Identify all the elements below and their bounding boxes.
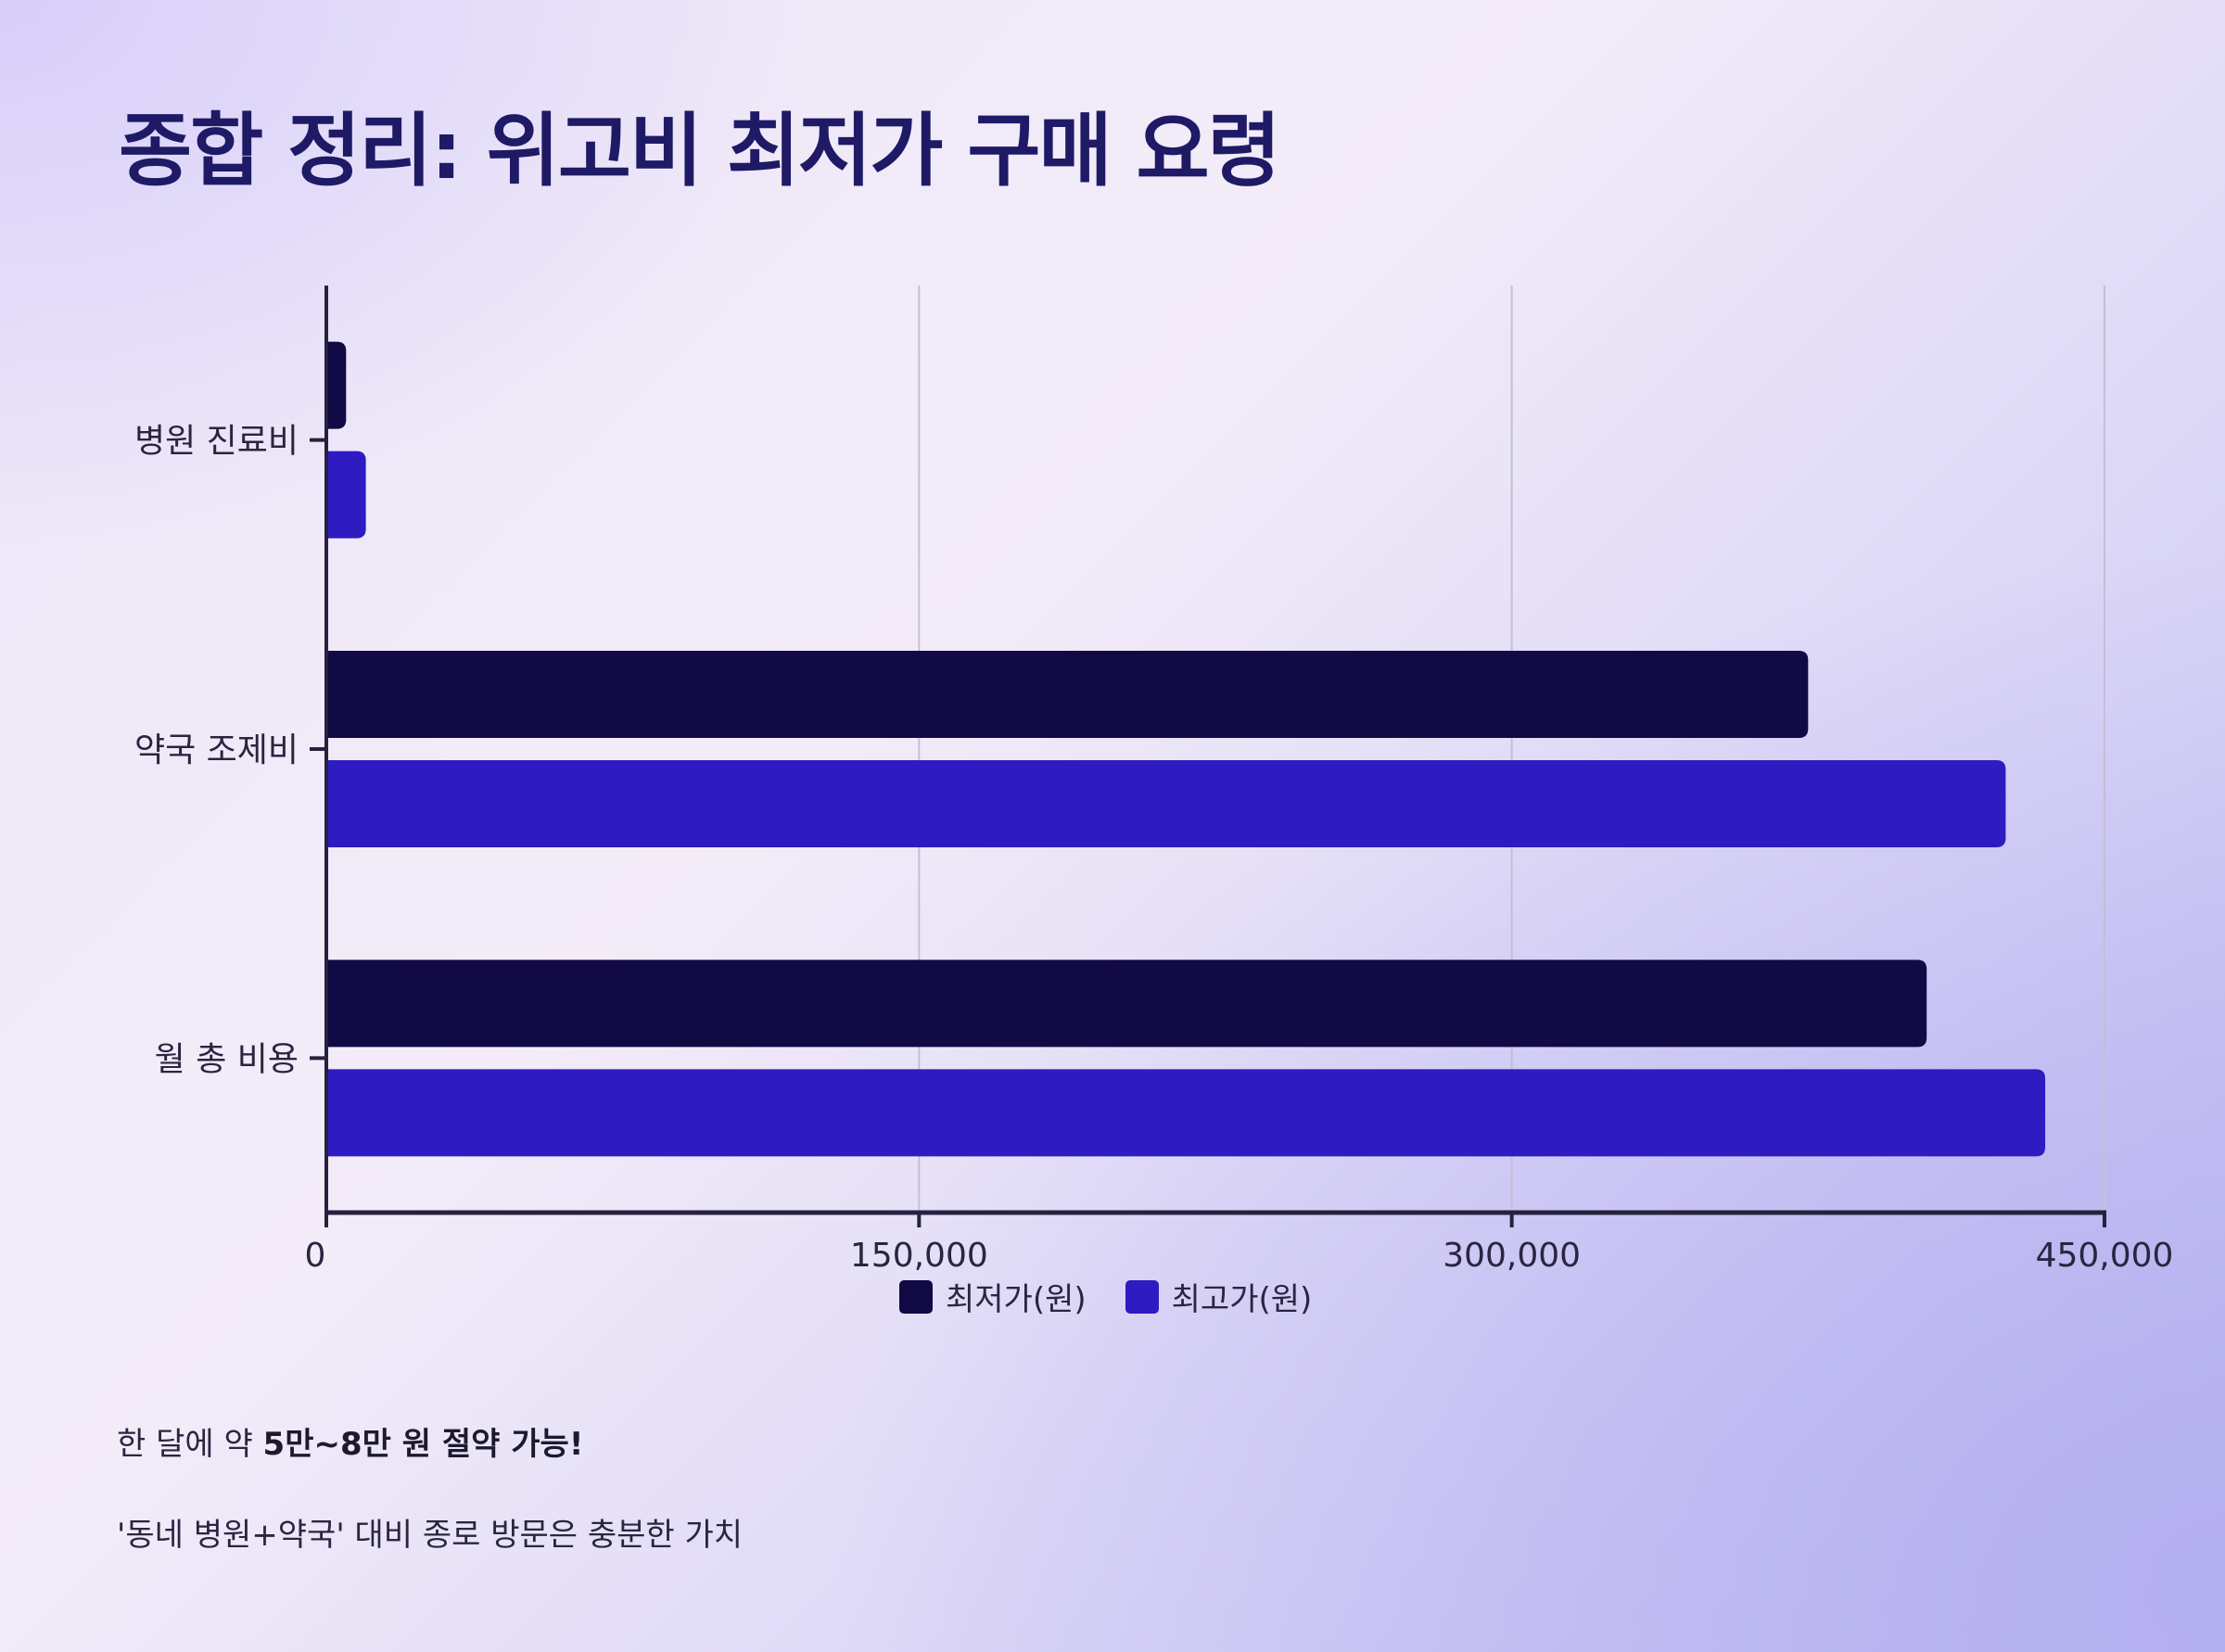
chart-axes — [310, 286, 2106, 1227]
legend-swatch-min — [899, 1279, 933, 1314]
x-tick-label: 150,000 — [850, 1237, 988, 1275]
bar-min-price — [326, 959, 1927, 1048]
x-tick-label: 300,000 — [1443, 1237, 1581, 1275]
category-label: 약국 조제비 — [134, 731, 299, 769]
chart-gridlines — [918, 286, 2105, 1213]
savings-note-prefix: 한 달에 약 — [117, 1426, 263, 1463]
legend-swatch-max — [1125, 1279, 1159, 1314]
savings-note: 한 달에 약 5만~8만 원 절약 가능! — [117, 1418, 583, 1464]
bar-min-price — [326, 341, 347, 429]
legend-label-min: 최저가(원) — [946, 1281, 1087, 1318]
bar-min-price — [326, 651, 1809, 738]
page-title: 종합 정리: 위고비 최저가 구매 요령 — [119, 105, 1281, 197]
savings-note-highlight: 5만~8만 원 절약 가능! — [262, 1426, 584, 1463]
legend-label-max: 최고가(원) — [1171, 1281, 1313, 1318]
x-tick-label: 450,000 — [2036, 1237, 2174, 1275]
category-label: 병원 진료비 — [134, 423, 299, 461]
legend-item-max: 최고가(원) — [1125, 1274, 1313, 1319]
chart-tick-labels: 0 150,000 300,000 450,000 — [305, 1237, 2174, 1275]
bar-max-price — [326, 451, 366, 539]
bar-max-price — [326, 760, 2006, 847]
bar-max-price — [326, 1069, 2046, 1157]
value-note: '동네 병원+약국' 대비 종로 방문은 충분한 가치 — [117, 1517, 744, 1554]
chart-bars — [326, 341, 2046, 1157]
x-tick-label: 0 — [305, 1237, 326, 1275]
chart-legend: 최저가(원) 최고가(원) — [899, 1274, 1351, 1319]
category-label: 월 총 비용 — [155, 1040, 299, 1078]
legend-item-min: 최저가(원) — [899, 1274, 1087, 1319]
